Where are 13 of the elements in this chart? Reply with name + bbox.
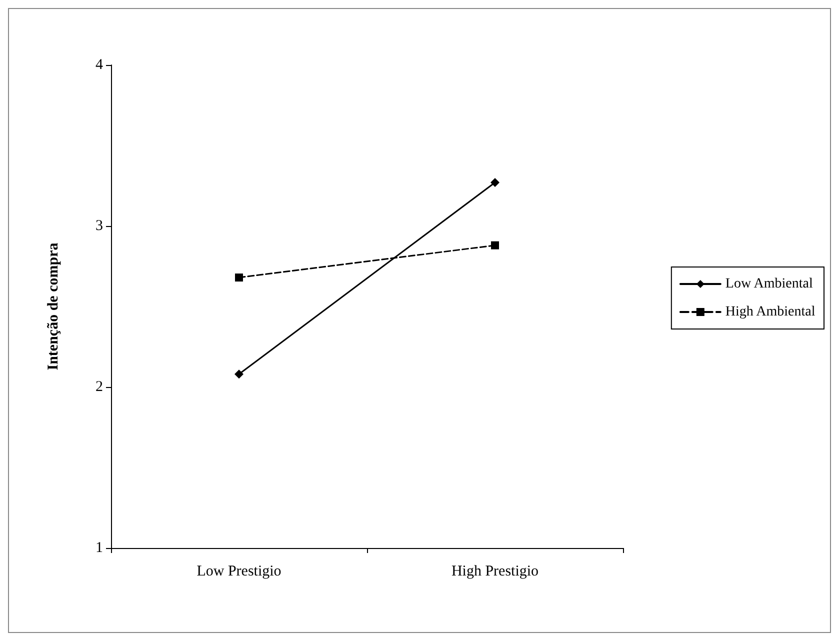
y-axis-title: Intenção de compra	[46, 242, 62, 370]
y-tick-label: 2	[96, 379, 103, 395]
legend-label: Low Ambiental	[725, 276, 813, 292]
y-tick-label: 4	[96, 57, 104, 73]
legend-label: High Ambiental	[725, 304, 816, 320]
x-tick-label: Low Prestigio	[196, 564, 282, 580]
point	[491, 241, 499, 250]
point	[235, 274, 243, 282]
y-tick-label: 3	[96, 218, 103, 234]
point	[490, 178, 500, 188]
x-tick-label: High Prestigio	[451, 564, 539, 580]
point	[234, 370, 244, 379]
y-tick-label: 1	[96, 540, 103, 556]
